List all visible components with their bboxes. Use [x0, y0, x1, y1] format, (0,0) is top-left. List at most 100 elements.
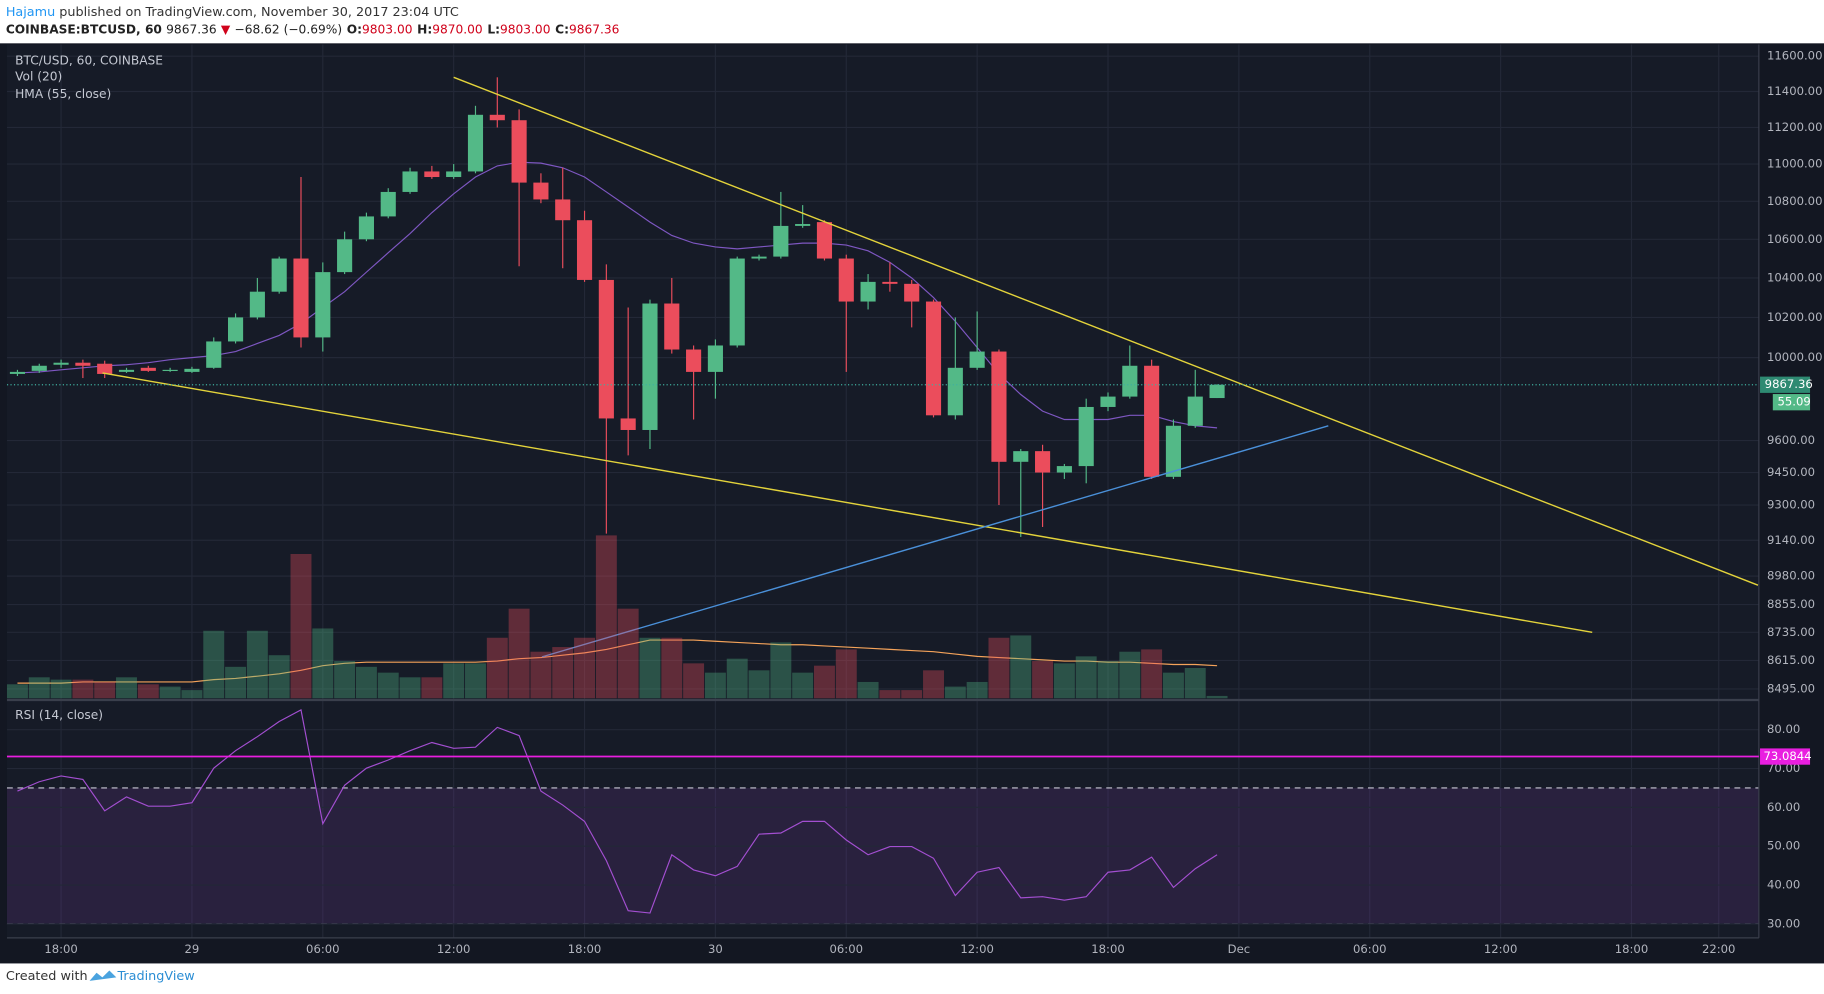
candle-body [1144, 365, 1160, 477]
candle-body [686, 349, 702, 372]
candle-body [729, 258, 745, 346]
candle-body [707, 345, 723, 372]
ohlc-value: 9867.36 [569, 22, 619, 36]
candle-body [337, 239, 353, 273]
volume-bar [1184, 668, 1206, 699]
volume-bar [923, 670, 944, 699]
y-tick-label: 10000.00 [1767, 350, 1822, 364]
y-tick-label: 8495.00 [1767, 681, 1815, 695]
volume-bar [1010, 635, 1032, 699]
rsi-band [6, 787, 1759, 924]
ohlc-label: L: [487, 22, 500, 36]
candle-body [576, 220, 593, 280]
volume-bar [137, 684, 159, 699]
volume-bar [203, 630, 225, 699]
candle-body [1013, 451, 1029, 462]
x-tick-label: 12:00 [960, 942, 994, 956]
x-tick-label: 18:00 [1615, 942, 1649, 956]
y-tick-label: 9600.00 [1767, 433, 1815, 447]
candle-body [75, 362, 91, 366]
candle-body [751, 256, 767, 259]
candle-body [904, 283, 920, 302]
candle-body [947, 367, 963, 416]
candle-body [882, 281, 898, 284]
x-tick-label: 18:00 [568, 942, 602, 956]
footer-brand[interactable]: TradingView [116, 969, 194, 984]
volume-bar [334, 661, 356, 699]
candle-body [1122, 365, 1138, 397]
candle-body [642, 303, 658, 430]
volume-bar [377, 672, 399, 699]
volume-bar [1206, 695, 1228, 699]
volume-bar [748, 670, 770, 699]
x-tick-label: 12:00 [437, 942, 471, 956]
volume-bar [225, 666, 247, 699]
y-tick-label: 10400.00 [1767, 270, 1822, 284]
candle-body [511, 120, 527, 183]
candle-body [598, 279, 614, 419]
footer-text: Created with [6, 969, 88, 984]
y-tick-label: 9300.00 [1767, 498, 1815, 512]
y-tick-label: 10200.00 [1767, 310, 1822, 324]
candle-body [1187, 396, 1203, 426]
y-tick-label: 60.00 [1767, 800, 1800, 814]
volume-bar [508, 608, 530, 699]
volume-ma [17, 639, 1218, 684]
candle-body [816, 222, 833, 259]
last: 9867.36 [166, 22, 216, 36]
y-tick-label: 8980.00 [1767, 569, 1815, 583]
volume-bar [770, 642, 792, 699]
candle-body [53, 362, 69, 365]
volume-bar [443, 663, 465, 699]
y-tick-label: 40.00 [1767, 878, 1800, 892]
volume-bar [595, 535, 617, 699]
volume-bar [1119, 651, 1141, 699]
x-tick-label: Dec [1228, 942, 1251, 956]
last-price-label: 9867.36 [1765, 377, 1813, 391]
volume-bar [181, 690, 203, 699]
volume-bar [312, 628, 334, 699]
volume-bar [944, 686, 966, 699]
volume-bar [6, 684, 28, 699]
volume-bar [486, 637, 508, 699]
ohlc-label: O: [347, 22, 362, 36]
volume-bar [813, 665, 835, 699]
volume-bar [50, 679, 72, 699]
volume-bar [421, 677, 443, 699]
rsi-level-box [1760, 748, 1811, 765]
volume-bar [1141, 649, 1163, 699]
countdown-label: 55.09 [1777, 395, 1810, 409]
x-tick-label: 12:00 [1484, 942, 1518, 956]
candle-body [358, 216, 374, 240]
y-tick-label: 10600.00 [1767, 232, 1822, 246]
volume-bar [639, 637, 661, 699]
volume-bar [1075, 656, 1097, 699]
x-tick-label: 06:00 [830, 942, 864, 956]
volume-bar [901, 690, 923, 699]
y-tick-label: 11400.00 [1767, 84, 1822, 98]
candle-body [533, 182, 549, 200]
candle-body [773, 225, 789, 257]
author[interactable]: Hajamu [6, 4, 55, 19]
grid [6, 44, 1759, 938]
x-tick-label: 18:00 [44, 942, 78, 956]
ohlc-label: C: [555, 22, 569, 36]
volume-bar [661, 637, 683, 699]
candle-body [249, 291, 265, 318]
volume-bar [704, 672, 726, 699]
volume-bar [159, 686, 181, 699]
volume-bar [290, 554, 312, 699]
legend-item: BTC/USD, 60, COINBASE [15, 53, 163, 67]
quote: COINBASE:BTCUSD, 60 9867.36 ▼ −68.62 (−0… [6, 22, 620, 36]
candle-body [620, 418, 636, 430]
ohlc-label: H: [417, 22, 432, 36]
legend-item: Vol (20) [15, 70, 62, 84]
symbol: COINBASE:BTCUSD, 60 [6, 22, 162, 36]
trendline [102, 372, 1593, 634]
candle-body [402, 171, 418, 192]
ohlc-value: 9803.00 [500, 22, 550, 36]
volume-bar [552, 647, 574, 699]
y-tick-label: 9450.00 [1767, 465, 1815, 479]
y-tick-label: 11600.00 [1767, 49, 1822, 63]
